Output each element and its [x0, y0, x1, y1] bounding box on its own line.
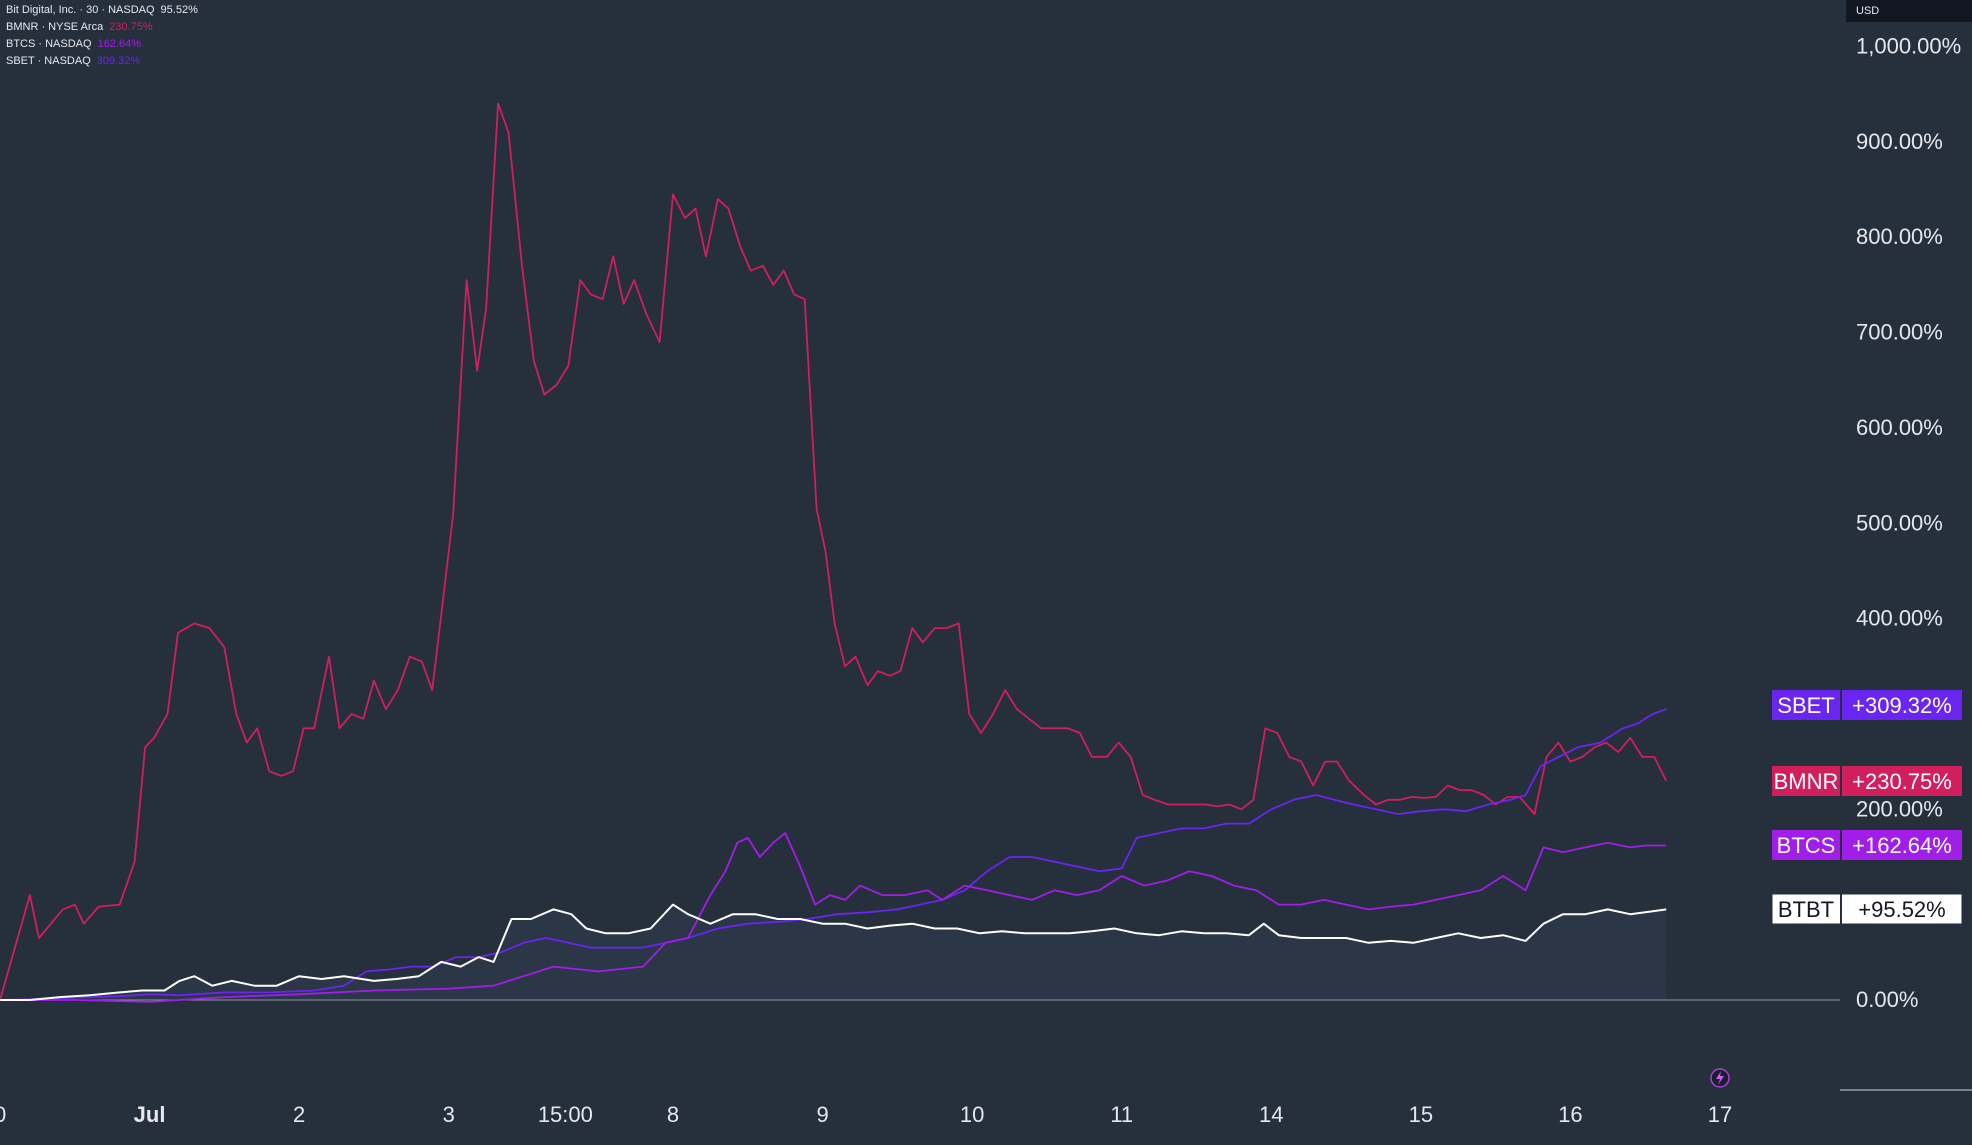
badge-outline [1771, 893, 1963, 925]
x-tick-label: 16 [1558, 1102, 1582, 1127]
badge-name-bg [1772, 894, 1840, 924]
y-tick-label: 600.00% [1856, 415, 1943, 440]
badge-name: BTBT [1778, 897, 1834, 922]
badge-btbt[interactable]: BTBT +95.52% [1771, 893, 1963, 925]
series-area-btbt [0, 904, 1667, 1000]
series-line-sbet[interactable] [0, 708, 1667, 1001]
badge-bmnr[interactable]: BMNR +230.75% [1772, 766, 1962, 796]
main-value: 95.52% [160, 4, 198, 16]
legend-item-btcs[interactable]: BTCS · NASDAQ 162.64% [6, 36, 198, 53]
badge-name: SBET [1777, 693, 1834, 718]
badge-value: +309.32% [1852, 693, 1952, 718]
x-tick-label: 9 [816, 1102, 828, 1127]
badge-name-bg [1772, 830, 1840, 860]
badge-value: +230.75% [1852, 769, 1952, 794]
series-line-btbt[interactable] [0, 903, 1667, 1001]
x-tick-label: 15:00 [538, 1102, 593, 1127]
legend-value: 230.75% [109, 21, 153, 33]
badge-value-bg [1842, 766, 1962, 796]
x-tick-label: 17 [1708, 1102, 1732, 1127]
legend-value: 162.64% [97, 38, 142, 50]
x-tick-label: 3 [443, 1102, 455, 1127]
legend-value: 309.32% [96, 55, 141, 67]
series-lines-layer [0, 102, 1668, 1003]
legend-label: SBET · NASDAQ [6, 55, 91, 67]
badge-name: BMNR [1774, 769, 1839, 794]
x-tick-label: 0 [0, 1102, 6, 1127]
y-tick-label: 400.00% [1856, 606, 1943, 631]
legend-label: BTCS · NASDAQ [6, 38, 92, 50]
y-tick-label: 500.00% [1856, 510, 1943, 535]
legend-item-bmnr[interactable]: BMNR · NYSE Arca 230.75% [6, 19, 198, 36]
legend-item-sbet[interactable]: SBET · NASDAQ 309.32% [6, 53, 198, 70]
legend-label: BMNR · NYSE Arca [6, 21, 104, 33]
x-tick-label: 8 [667, 1102, 679, 1127]
badge-name-bg [1772, 690, 1840, 720]
legend-main[interactable]: Bit Digital, Inc. · 30 · NASDAQ 95.52% [6, 2, 198, 19]
badge-name: BTCS [1777, 833, 1836, 858]
badge-value: +95.52% [1858, 897, 1945, 922]
badge-name-bg [1772, 766, 1840, 796]
series-line-bmnr[interactable] [0, 102, 1668, 1001]
y-axis[interactable]: 1,000.00% 900.00% 800.00% 700.00% 600.00% 500… [1856, 34, 1961, 1013]
x-tick-label: 2 [293, 1102, 305, 1127]
badge-value: +162.64% [1852, 833, 1952, 858]
x-tick-label: 14 [1259, 1102, 1283, 1127]
currency-label[interactable]: USD [1846, 0, 1972, 22]
x-tick-label: Jul [134, 1102, 166, 1127]
y-tick-label: 700.00% [1856, 320, 1943, 345]
lightning-icon[interactable] [1710, 1068, 1730, 1088]
x-tick-label: 11 [1110, 1102, 1133, 1127]
x-axis[interactable]: 0 Jul 2 3 15:00 8 9 10 11 14 15 16 17 [0, 1089, 1972, 1127]
x-tick-label: 15 [1409, 1102, 1433, 1127]
area-fill-layer [0, 904, 1667, 1000]
badge-value-bg [1842, 894, 1962, 924]
y-tick-label: 900.00% [1856, 129, 1943, 154]
series-line-btcs[interactable] [0, 832, 1667, 1003]
badge-value-bg [1842, 830, 1962, 860]
badge-btcs[interactable]: BTCS +162.64% [1772, 830, 1962, 860]
badge-value-bg [1842, 690, 1962, 720]
y-tick-label: 800.00% [1856, 224, 1943, 249]
y-tick-label: 1,000.00% [1856, 34, 1961, 59]
x-tick-label: 10 [960, 1102, 984, 1127]
y-tick-label: 200.00% [1856, 796, 1943, 821]
badge-sbet[interactable]: SBET +309.32% [1772, 690, 1962, 720]
y-tick-label: 0.00% [1856, 987, 1918, 1012]
last-value-badges: BMNR +230.75% SBET +309.32% BTCS +162.64% BTBT… [1771, 690, 1963, 925]
main-symbol-label: Bit Digital, Inc. · 30 · NASDAQ [6, 4, 155, 16]
legend: Bit Digital, Inc. · 30 · NASDAQ 95.52% BM… [6, 2, 198, 70]
